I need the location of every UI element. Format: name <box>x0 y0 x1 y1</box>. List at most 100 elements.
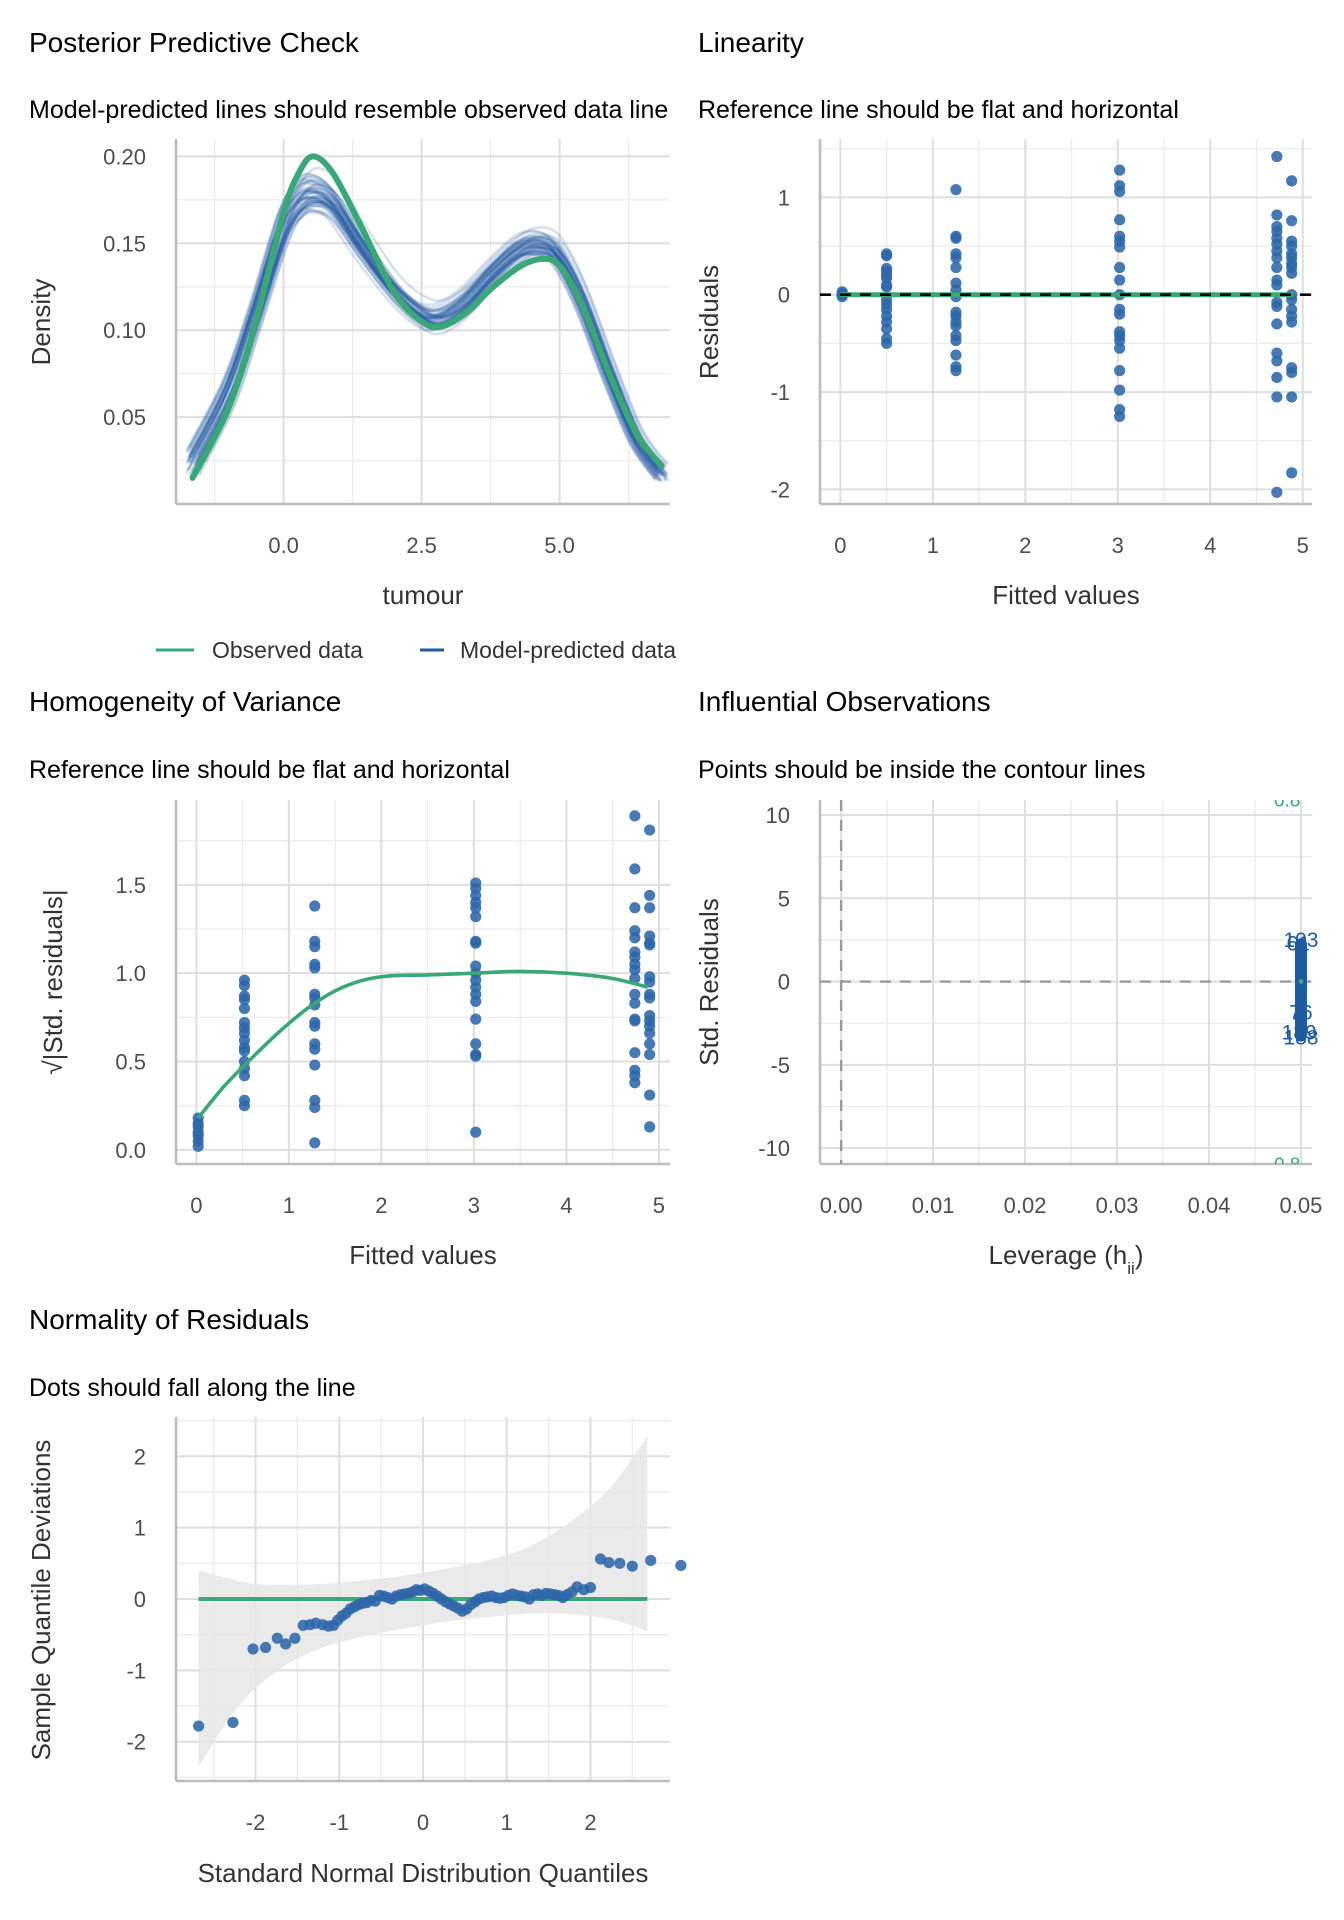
ppc-predicted-line <box>192 200 664 476</box>
normality-ytick-label: -2 <box>126 1730 146 1755</box>
linearity-point <box>1114 261 1126 274</box>
linearity-ytick-label: -1 <box>770 380 790 405</box>
homogeneity-point <box>629 988 641 1000</box>
linearity-subtitle: Reference line should be flat and horizo… <box>698 96 1179 124</box>
linearity-point <box>1286 267 1298 279</box>
influential-xtick-label: 0.04 <box>1188 1193 1231 1218</box>
linearity-point <box>1271 261 1283 274</box>
linearity-point <box>950 349 962 361</box>
normality-title: Normality of Residuals <box>29 1304 309 1335</box>
homogeneity-ytick-label: 1.5 <box>115 873 146 898</box>
influential-ytick-label: 5 <box>778 886 790 911</box>
ppc-title: Posterior Predictive Check <box>29 27 360 58</box>
linearity-point <box>1286 316 1298 328</box>
influential-xlabel-main: Leverage (h <box>989 1240 1128 1270</box>
homogeneity-point <box>309 1137 321 1149</box>
ppc-predicted-line <box>197 204 669 475</box>
linearity-point <box>1114 365 1126 377</box>
linearity-point <box>1114 164 1126 176</box>
ppc-predicted-line <box>196 194 668 470</box>
linearity-point <box>1271 150 1283 163</box>
influential-subtitle: Points should be inside the contour line… <box>698 756 1146 784</box>
homogeneity-point <box>629 997 641 1009</box>
linearity-point <box>950 184 962 196</box>
linearity-xtick-label: 1 <box>927 533 939 558</box>
homogeneity-point <box>629 863 641 875</box>
ppc-xlabel: tumour <box>383 580 464 610</box>
normality-xlabel: Standard Normal Distribution Quantiles <box>198 1858 649 1888</box>
homogeneity-point <box>644 1048 656 1061</box>
normality-point <box>614 1557 626 1569</box>
homogeneity-ytick-label: 0.5 <box>115 1050 146 1075</box>
influential-point-label: 76 <box>1289 1002 1312 1025</box>
normality-ytick-label: 0 <box>134 1587 146 1612</box>
normality-point <box>247 1643 259 1655</box>
homogeneity-xlabel: Fitted values <box>349 1240 496 1270</box>
linearity-point <box>1114 185 1126 198</box>
homogeneity-point <box>629 1047 641 1059</box>
linearity-point <box>1271 209 1283 221</box>
linearity-point <box>1286 391 1298 403</box>
ppc-ytick-label: 0.15 <box>103 231 146 256</box>
linearity-point <box>1114 334 1126 347</box>
linearity-point <box>950 261 962 274</box>
linearity-point <box>1271 252 1283 264</box>
homogeneity-point <box>644 1121 656 1133</box>
homogeneity-point <box>644 992 656 1004</box>
homogeneity-point <box>629 932 641 944</box>
linearity-point <box>1271 279 1283 291</box>
homogeneity-point <box>644 1027 656 1039</box>
homogeneity-point <box>238 979 251 992</box>
influential-xlabel: Leverage (hii) <box>989 1240 1144 1278</box>
influential-ytick-label: -10 <box>758 1136 790 1161</box>
normality-point <box>259 1641 272 1654</box>
linearity-panel: Linearity Reference line should be flat … <box>694 27 1312 610</box>
normality-subtitle: Dots should fall along the line <box>29 1374 356 1402</box>
homogeneity-point <box>470 1013 482 1025</box>
influential-title: Influential Observations <box>698 686 991 717</box>
normality-panel: Normality of Residuals Dots should fall … <box>26 1304 687 1888</box>
normality-point <box>289 1632 301 1644</box>
influential-xtick-label: 0.05 <box>1280 1193 1323 1218</box>
ppc-predicted-line <box>190 204 663 478</box>
influential-xtick-label: 0.03 <box>1096 1193 1139 1218</box>
linearity-point <box>950 232 962 244</box>
linearity-point <box>950 365 962 377</box>
homogeneity-point <box>644 976 656 988</box>
linearity-point <box>1271 371 1283 384</box>
ppc-predicted-line <box>185 178 657 478</box>
ppc-predicted-line <box>192 186 664 467</box>
homogeneity-point <box>309 900 321 912</box>
normality-point <box>645 1554 657 1567</box>
legend-label-predicted: Model-predicted data <box>460 637 676 663</box>
ppc-xtick-label: 2.5 <box>406 533 437 558</box>
normality-point <box>594 1553 607 1565</box>
linearity-xtick-label: 0 <box>834 533 846 558</box>
normality-point <box>603 1557 615 1569</box>
legend-label-observed: Observed data <box>212 637 363 663</box>
influential-center-point <box>1298 979 1304 984</box>
homogeneity-point <box>629 810 641 822</box>
homogeneity-title: Homogeneity of Variance <box>29 686 341 717</box>
homogeneity-point <box>470 937 482 949</box>
influential-xlabel-subscript: ii <box>1127 1259 1135 1278</box>
ppc-predicted-line <box>197 183 669 478</box>
homogeneity-xtick-label: 3 <box>468 1193 480 1218</box>
normality-point <box>584 1581 597 1594</box>
normality-confidence-band <box>198 1436 648 1767</box>
linearity-point <box>1271 347 1283 359</box>
homogeneity-point <box>470 911 482 923</box>
linearity-point <box>1114 410 1126 422</box>
influential-point-label: 189 <box>1282 1022 1317 1045</box>
homogeneity-ylabel: √|Std. residuals| <box>38 889 68 1074</box>
influential-ytick-label: -5 <box>770 1053 790 1078</box>
linearity-plot-area: 0 1 2 3 4 5 -2 -1 0 1 <box>770 139 1312 558</box>
linearity-point <box>1286 175 1298 187</box>
normality-plot-area: -2 -1 0 1 2 -2 -1 0 1 2 <box>126 1417 687 1835</box>
homogeneity-point <box>644 902 656 914</box>
linearity-xtick-label: 5 <box>1297 533 1309 558</box>
linearity-point <box>1114 384 1126 396</box>
homogeneity-point <box>470 1038 482 1050</box>
ppc-predicted-line <box>196 167 668 466</box>
homogeneity-point <box>309 1059 321 1071</box>
